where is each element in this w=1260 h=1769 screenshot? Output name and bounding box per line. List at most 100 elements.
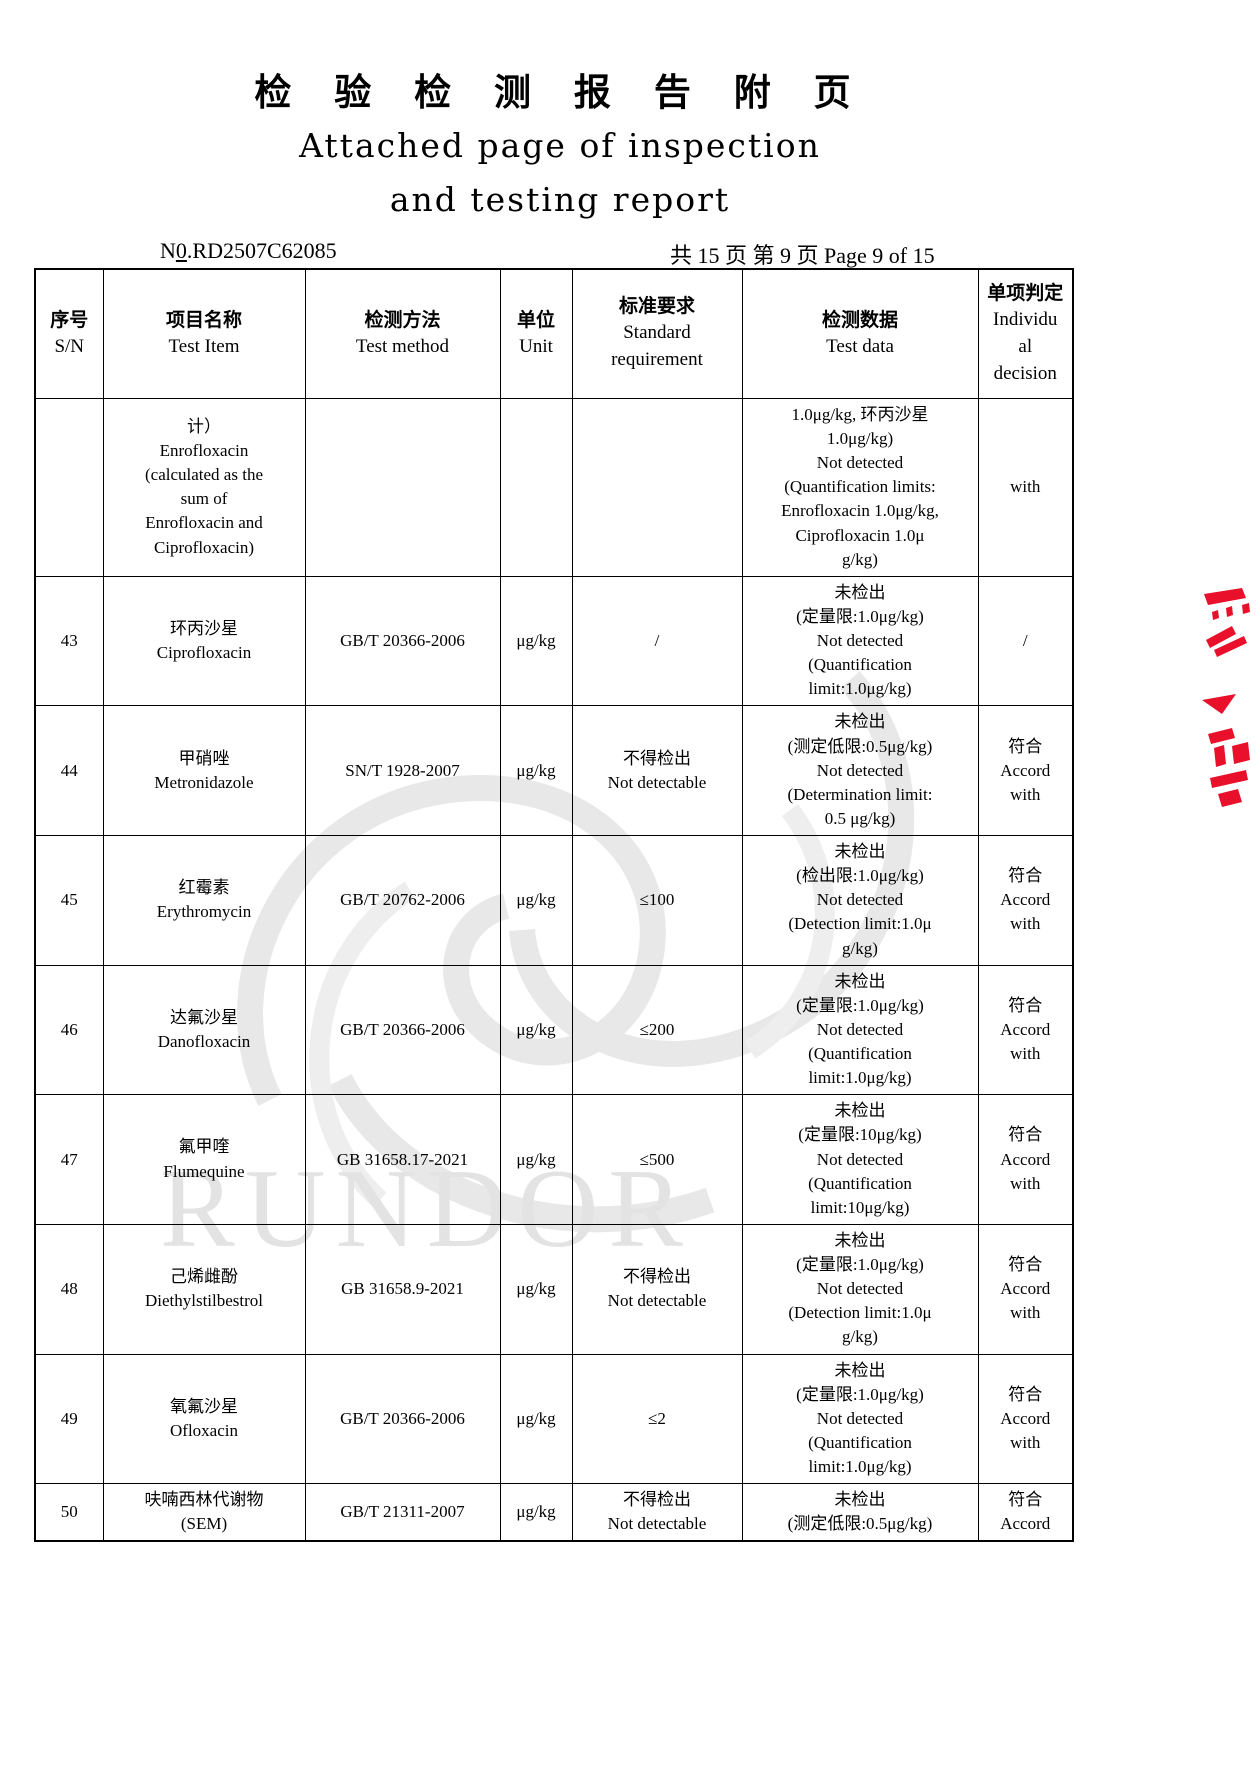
cell-sn-line: 44 [60, 760, 78, 780]
cell-individual-decision-line: with [1010, 784, 1041, 804]
cell-test-data-line: (Quantification [808, 1432, 912, 1452]
cell-test-data-line: Not detected [816, 1279, 904, 1299]
cell-test-method: GB/T 20762-2006 [304, 835, 501, 966]
cell-test-data-line: (Detection limit:1.0μ [788, 1303, 932, 1323]
table-row: 46 达氟沙星 Danofloxacin GB/T 20366-2006 μg/kg ≤2… [34, 964, 1074, 1096]
cell-test-method-line: GB 31658.17-2021 [336, 1149, 469, 1169]
cell-standard-requirement: ≤500 [571, 1094, 743, 1225]
cell-test-method-line: SN/T 1928-2007 [345, 760, 460, 780]
cell-sn: 45 [34, 835, 104, 966]
cell-test-data-line: Not detected [816, 453, 904, 473]
cell-standard-requirement-line: / [654, 631, 660, 650]
col-header-test-data: 检测数据 Test data [741, 268, 979, 399]
cell-sn: 43 [34, 575, 104, 707]
col-header-test-method: 检测方法 Test method [304, 268, 501, 399]
col-header-unit: 单位 Unit [499, 268, 573, 399]
cell-individual-decision-line: Accord [1000, 890, 1051, 910]
cell-test-data-line: 未检出 [834, 1230, 886, 1250]
red-seal-stamp [1202, 588, 1250, 807]
cell-unit: μg/kg [499, 1483, 573, 1542]
cell-test-method-line: GB/T 20366-2006 [340, 631, 465, 650]
cell-individual-decision: / [977, 575, 1074, 707]
cell-test-item-line: Ciprofloxacin) [153, 537, 255, 557]
cell-standard-requirement: 不得检出 Not detectable [571, 705, 743, 836]
cell-test-item-line: (calculated as the [145, 465, 263, 485]
cell-test-item-line: Ciprofloxacin [156, 643, 252, 663]
cell-test-item-line: 己烯雌酚 [170, 1267, 238, 1287]
cell-standard-requirement: ≤100 [571, 835, 743, 966]
cell-standard-requirement-line: ≤500 [639, 1149, 675, 1169]
cell-individual-decision-line: 符合 [1008, 1255, 1043, 1274]
cell-test-data-line: (检出限:1.0μg/kg) [796, 866, 924, 886]
inspection-results-table: 序号 S/N 项目名称 Test Item 检测方法 Test method 单… [34, 268, 1074, 1543]
cell-test-data-line: (定量限:1.0μg/kg) [796, 1255, 924, 1274]
cell-unit: μg/kg [499, 964, 573, 1096]
cell-test-method-line: GB/T 20366-2006 [340, 1019, 465, 1039]
cell-test-data-line: 1.0μg/kg, 环丙沙星 [791, 404, 929, 424]
cell-test-method: SN/T 1928-2007 [304, 705, 501, 836]
report-number: N0.RD2507C62085 [160, 238, 337, 264]
cell-individual-decision-line: 符合 [1008, 736, 1043, 756]
cell-individual-decision: 符合 Accord with [977, 705, 1074, 836]
cell-test-item: 甲硝唑 Metronidazole [102, 705, 306, 836]
cell-test-data-line: Not detected [816, 1019, 904, 1039]
cell-individual-decision-line: Accord [1000, 1279, 1051, 1299]
cell-sn: 44 [34, 705, 104, 836]
table-row: 44 甲硝唑 Metronidazole SN/T 1928-2007 μg/kg 不得检… [34, 705, 1074, 836]
cell-test-item-line: Danofloxacin [157, 1031, 251, 1051]
cell-test-method [304, 397, 501, 577]
cell-unit: μg/kg [499, 1223, 573, 1355]
cell-test-item-line: Diethylstilbestrol [144, 1291, 264, 1311]
cell-test-item-line: 环丙沙星 [170, 618, 238, 638]
page-title-cn: 检 验 检 测 报 告 附 页 [254, 70, 866, 114]
cell-test-item-line: Enrofloxacin [159, 441, 249, 461]
cell-unit-line: μg/kg [516, 1502, 556, 1522]
cell-test-method-line: GB 31658.9-2021 [341, 1279, 464, 1299]
cell-test-data-line: 未检出 [834, 1360, 886, 1380]
cell-unit-line: μg/kg [516, 1279, 556, 1299]
cell-standard-requirement-line: 不得检出 [623, 1267, 691, 1287]
cell-sn: 49 [34, 1353, 104, 1485]
cell-test-item-line: sum of [180, 489, 228, 509]
cell-individual-decision-line: with [1010, 1044, 1041, 1063]
cell-sn: 46 [34, 964, 104, 1096]
cell-individual-decision-line: 符合 [1008, 1490, 1043, 1510]
cell-test-method: GB/T 21311-2007 [304, 1483, 501, 1542]
cell-test-data-line: (Quantification limits: [784, 477, 936, 497]
cell-unit-line: μg/kg [516, 1149, 556, 1169]
cell-individual-decision: 符合 Accord with [977, 1353, 1074, 1485]
cell-test-item-line: 甲硝唑 [178, 748, 230, 768]
cell-test-data-line: (Quantification [808, 655, 912, 675]
table-row: 计） Enrofloxacin (calculated as the sum of En… [34, 397, 1074, 577]
table-row: 47 氟甲喹 Flumequine GB 31658.17-2021 μg/kg ≤500… [34, 1094, 1074, 1225]
cell-unit: μg/kg [499, 1353, 573, 1485]
table-header-row: 序号 S/N 项目名称 Test Item 检测方法 Test method 单… [34, 268, 1074, 399]
cell-test-data: 1.0μg/kg, 环丙沙星 1.0μg/kg) Not detected (Quan… [741, 397, 979, 577]
cell-individual-decision-line: with [1010, 477, 1041, 497]
cell-sn-line: 43 [60, 631, 78, 650]
cell-test-data: 未检出 (定量限:1.0μg/kg) Not detected (Quantifica… [741, 575, 979, 707]
cell-individual-decision-line: with [1010, 1173, 1041, 1193]
table-row: 43 环丙沙星 Ciprofloxacin GB/T 20366-2006 μg/kg /… [34, 575, 1074, 707]
cell-test-data: 未检出 (定量限:1.0μg/kg) Not detected (Quantifica… [741, 964, 979, 1096]
cell-individual-decision: 符合 Accord with [977, 964, 1074, 1096]
cell-test-data-line: Not detected [816, 760, 904, 780]
cell-test-data-line: 未检出 [834, 712, 886, 732]
cell-individual-decision: with [977, 397, 1074, 577]
cell-standard-requirement-line: ≤100 [639, 890, 675, 910]
col-header-test-item: 项目名称 Test Item [102, 268, 306, 399]
cell-test-method: GB/T 20366-2006 [304, 964, 501, 1096]
cell-standard-requirement [571, 397, 743, 577]
cell-test-item: 环丙沙星 Ciprofloxacin [102, 575, 306, 707]
col-header-individual-decision: 单项判定 Individu al decision [977, 268, 1074, 399]
cell-test-item-line: Ofloxacin [170, 1420, 238, 1440]
cell-test-method-line: GB/T 20762-2006 [340, 890, 465, 910]
cell-test-item-line: 红霉素 [178, 878, 230, 898]
cell-individual-decision: 符合 Accord with [977, 1094, 1074, 1225]
table-row: 49 氧氟沙星 Ofloxacin GB/T 20366-2006 μg/kg ≤2 未检出… [34, 1353, 1074, 1485]
cell-sn-line: 47 [60, 1149, 78, 1169]
cell-individual-decision-line: 符合 [1008, 1125, 1043, 1145]
cell-test-data-line: limit:1.0μg/kg) [808, 679, 912, 699]
cell-sn: 50 [34, 1483, 104, 1542]
cell-test-data-line: g/kg) [842, 938, 878, 958]
